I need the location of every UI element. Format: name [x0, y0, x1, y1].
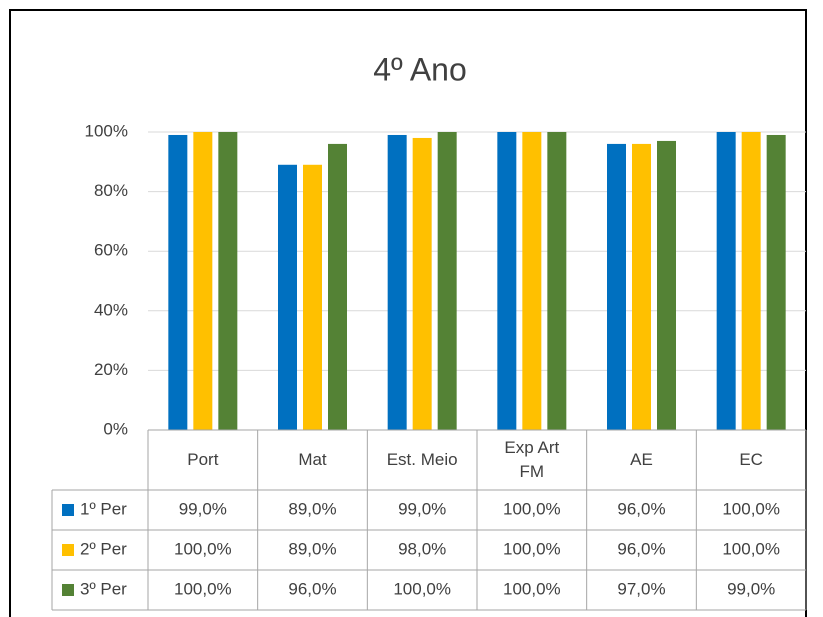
legend-label: 1º Per [80, 499, 127, 518]
bar [328, 143, 347, 431]
chart-frame [9, 9, 807, 617]
bar [412, 137, 432, 430]
bar [193, 132, 213, 430]
category-wrap: AE [587, 430, 697, 490]
legend-label: 2º Per [80, 539, 127, 558]
category-cell: Exp Art FM [477, 430, 587, 490]
data-label: 100,0% [722, 539, 780, 558]
bar [766, 134, 786, 431]
data-label: 99,0% [727, 579, 775, 598]
data-label: 99,0% [398, 499, 446, 518]
bar [741, 132, 761, 430]
bar [657, 140, 676, 430]
category-wrap: Exp Art FM [477, 430, 587, 490]
bar [278, 164, 297, 430]
data-label: 89,0% [288, 499, 336, 518]
data-label: 96,0% [617, 499, 665, 518]
bar [522, 132, 542, 430]
category-wrap: EC [696, 430, 806, 490]
category-cell: Est. Meio [367, 430, 477, 490]
category-wrap: Est. Meio [367, 430, 477, 490]
data-label: 99,0% [179, 499, 227, 518]
category-wrap: Port [148, 430, 258, 490]
data-label: 100,0% [174, 539, 232, 558]
legend-swatch [62, 544, 74, 556]
data-label: 89,0% [288, 539, 336, 558]
bar [303, 164, 322, 430]
category-cell: EC [696, 430, 806, 490]
bar [437, 132, 457, 430]
bar [497, 132, 517, 430]
data-label: 98,0% [398, 539, 446, 558]
data-label: 100,0% [503, 539, 561, 558]
x-tick-label: Exp Art FM [504, 438, 560, 481]
chart-title: 4º Ano [373, 51, 467, 87]
category-wrap: Mat [258, 430, 368, 490]
category-cell: AE [587, 430, 697, 490]
legend-swatch [62, 584, 74, 596]
data-label: 100,0% [174, 579, 232, 598]
bar [547, 132, 567, 430]
category-cell: Mat [258, 430, 368, 490]
y-tick-label: 100% [85, 121, 128, 140]
legend-label: 3º Per [80, 579, 127, 598]
y-tick-label: 20% [94, 360, 128, 379]
bar [632, 143, 651, 431]
x-tick-label: Port [187, 450, 219, 469]
y-tick-label: 80% [94, 181, 128, 200]
bar [218, 132, 238, 430]
data-label: 100,0% [503, 579, 561, 598]
x-tick-label: EC [739, 450, 763, 469]
bar [387, 134, 407, 431]
bar [716, 132, 736, 430]
legend-swatch [62, 504, 74, 516]
data-label: 100,0% [722, 499, 780, 518]
category-cell: Port [148, 430, 258, 490]
x-tick-label: Est. Meio [386, 450, 458, 469]
bar [607, 143, 626, 431]
y-tick-label: 60% [94, 241, 128, 260]
y-tick-label: 40% [94, 300, 128, 319]
x-tick-label: Mat [298, 450, 327, 469]
x-tick-label: AE [630, 450, 653, 469]
data-label: 97,0% [617, 579, 665, 598]
data-label: 100,0% [503, 499, 561, 518]
y-tick-label: 0% [103, 419, 128, 438]
bar [168, 134, 188, 431]
data-label: 96,0% [617, 539, 665, 558]
data-label: 100,0% [393, 579, 451, 598]
data-label: 96,0% [288, 579, 336, 598]
